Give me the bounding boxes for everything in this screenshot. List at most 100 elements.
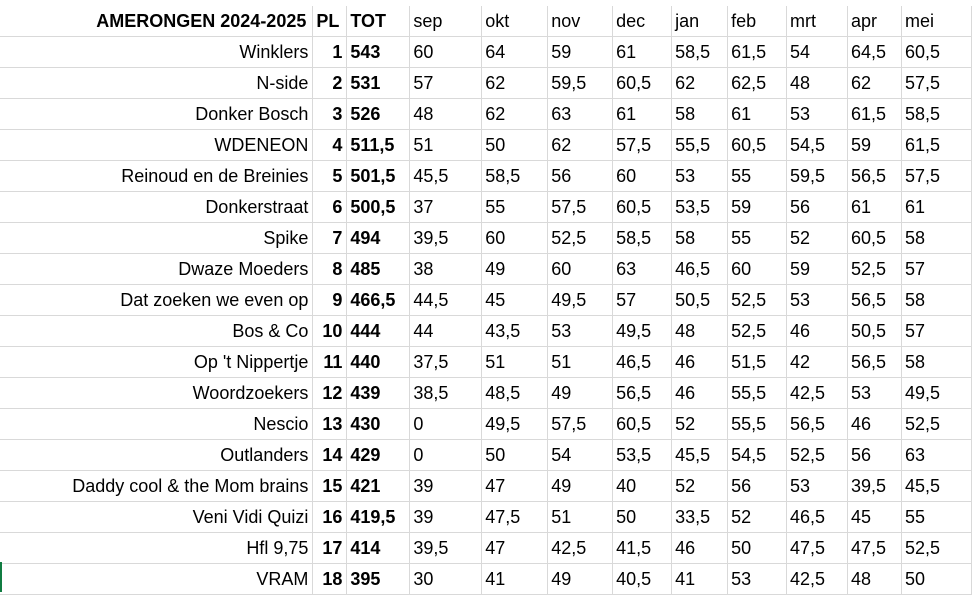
header-tot[interactable]: TOT: [346, 6, 411, 37]
total-cell[interactable]: 501,5: [346, 160, 411, 192]
score-cell-okt[interactable]: 62: [481, 67, 549, 99]
score-cell-nov[interactable]: 52,5: [547, 222, 614, 254]
score-cell-okt[interactable]: 48,5: [481, 377, 549, 409]
score-cell-apr[interactable]: 59: [847, 129, 902, 161]
rank-cell[interactable]: 12: [312, 377, 348, 409]
score-cell-nov[interactable]: 59,5: [547, 67, 614, 99]
score-cell-sep[interactable]: 45,5: [409, 160, 483, 192]
score-cell-mei[interactable]: 45,5: [901, 470, 972, 502]
total-cell[interactable]: 414: [346, 532, 411, 564]
score-cell-dec[interactable]: 46,5: [612, 346, 673, 378]
total-cell[interactable]: 543: [346, 36, 411, 68]
score-cell-feb[interactable]: 61: [727, 98, 788, 130]
header-month-feb[interactable]: feb: [727, 6, 788, 37]
score-cell-mrt[interactable]: 42,5: [786, 377, 848, 409]
score-cell-jan[interactable]: 33,5: [671, 501, 729, 533]
header-pl[interactable]: PL: [312, 6, 348, 37]
score-cell-feb[interactable]: 60,5: [727, 129, 788, 161]
score-cell-dec[interactable]: 61: [612, 36, 673, 68]
header-month-mrt[interactable]: mrt: [786, 6, 848, 37]
score-cell-apr[interactable]: 47,5: [847, 532, 902, 564]
total-cell[interactable]: 466,5: [346, 284, 411, 316]
score-cell-apr[interactable]: 53: [847, 377, 902, 409]
score-cell-mrt[interactable]: 47,5: [786, 532, 848, 564]
score-cell-mrt[interactable]: 59,5: [786, 160, 848, 192]
score-cell-sep[interactable]: 44: [409, 315, 483, 347]
header-month-jan[interactable]: jan: [671, 6, 729, 37]
total-cell[interactable]: 511,5: [346, 129, 411, 161]
score-cell-feb[interactable]: 62,5: [727, 67, 788, 99]
score-cell-sep[interactable]: 48: [409, 98, 483, 130]
score-cell-dec[interactable]: 57,5: [612, 129, 673, 161]
rank-cell[interactable]: 15: [312, 470, 348, 502]
rank-cell[interactable]: 16: [312, 501, 348, 533]
score-cell-dec[interactable]: 60: [612, 160, 673, 192]
team-name-cell[interactable]: Op 't Nippertje: [0, 346, 314, 378]
score-cell-nov[interactable]: 51: [547, 346, 614, 378]
score-cell-okt[interactable]: 51: [481, 346, 549, 378]
score-cell-feb[interactable]: 51,5: [727, 346, 788, 378]
score-cell-okt[interactable]: 60: [481, 222, 549, 254]
header-month-dec[interactable]: dec: [612, 6, 673, 37]
score-cell-nov[interactable]: 49: [547, 563, 614, 595]
score-cell-mrt[interactable]: 54: [786, 36, 848, 68]
score-cell-sep[interactable]: 30: [409, 563, 483, 595]
score-cell-mei[interactable]: 52,5: [901, 532, 972, 564]
score-cell-dec[interactable]: 53,5: [612, 439, 673, 471]
score-cell-mrt[interactable]: 59: [786, 253, 848, 285]
team-name-cell[interactable]: Daddy cool & the Mom brains: [0, 470, 314, 502]
score-cell-mrt[interactable]: 54,5: [786, 129, 848, 161]
header-month-sep[interactable]: sep: [409, 6, 483, 37]
score-cell-feb[interactable]: 53: [727, 563, 788, 595]
score-cell-feb[interactable]: 54,5: [727, 439, 788, 471]
header-month-okt[interactable]: okt: [481, 6, 549, 37]
score-cell-jan[interactable]: 62: [671, 67, 729, 99]
total-cell[interactable]: 526: [346, 98, 411, 130]
score-cell-mei[interactable]: 57,5: [901, 160, 972, 192]
score-cell-dec[interactable]: 60,5: [612, 191, 673, 223]
score-cell-dec[interactable]: 60,5: [612, 67, 673, 99]
team-name-cell[interactable]: Veni Vidi Quizi: [0, 501, 314, 533]
score-cell-dec[interactable]: 56,5: [612, 377, 673, 409]
score-cell-feb[interactable]: 52: [727, 501, 788, 533]
rank-cell[interactable]: 6: [312, 191, 348, 223]
team-name-cell[interactable]: Donker Bosch: [0, 98, 314, 130]
score-cell-mei[interactable]: 57: [901, 253, 972, 285]
score-cell-mrt[interactable]: 42: [786, 346, 848, 378]
team-name-cell[interactable]: Reinoud en de Breinies: [0, 160, 314, 192]
score-cell-feb[interactable]: 61,5: [727, 36, 788, 68]
score-cell-okt[interactable]: 45: [481, 284, 549, 316]
total-cell[interactable]: 439: [346, 377, 411, 409]
score-cell-apr[interactable]: 56,5: [847, 346, 902, 378]
score-cell-feb[interactable]: 55,5: [727, 377, 788, 409]
header-month-nov[interactable]: nov: [547, 6, 614, 37]
score-cell-apr[interactable]: 52,5: [847, 253, 902, 285]
score-cell-feb[interactable]: 55: [727, 222, 788, 254]
score-cell-jan[interactable]: 52: [671, 470, 729, 502]
rank-cell[interactable]: 3: [312, 98, 348, 130]
score-cell-okt[interactable]: 58,5: [481, 160, 549, 192]
score-cell-feb[interactable]: 60: [727, 253, 788, 285]
score-cell-feb[interactable]: 59: [727, 191, 788, 223]
score-cell-apr[interactable]: 56: [847, 439, 902, 471]
score-cell-feb[interactable]: 50: [727, 532, 788, 564]
score-cell-jan[interactable]: 58: [671, 98, 729, 130]
score-cell-mrt[interactable]: 52: [786, 222, 848, 254]
score-cell-apr[interactable]: 62: [847, 67, 902, 99]
score-cell-sep[interactable]: 44,5: [409, 284, 483, 316]
score-cell-mei[interactable]: 58: [901, 284, 972, 316]
score-cell-nov[interactable]: 53: [547, 315, 614, 347]
score-cell-mei[interactable]: 58: [901, 346, 972, 378]
score-cell-jan[interactable]: 45,5: [671, 439, 729, 471]
rank-cell[interactable]: 18: [312, 563, 348, 595]
header-month-apr[interactable]: apr: [847, 6, 902, 37]
score-cell-mei[interactable]: 61,5: [901, 129, 972, 161]
rank-cell[interactable]: 10: [312, 315, 348, 347]
score-cell-jan[interactable]: 55,5: [671, 129, 729, 161]
score-cell-mrt[interactable]: 42,5: [786, 563, 848, 595]
score-cell-jan[interactable]: 58,5: [671, 36, 729, 68]
score-cell-okt[interactable]: 47: [481, 470, 549, 502]
score-cell-mrt[interactable]: 53: [786, 98, 848, 130]
total-cell[interactable]: 421: [346, 470, 411, 502]
team-name-cell[interactable]: Dwaze Moeders: [0, 253, 314, 285]
